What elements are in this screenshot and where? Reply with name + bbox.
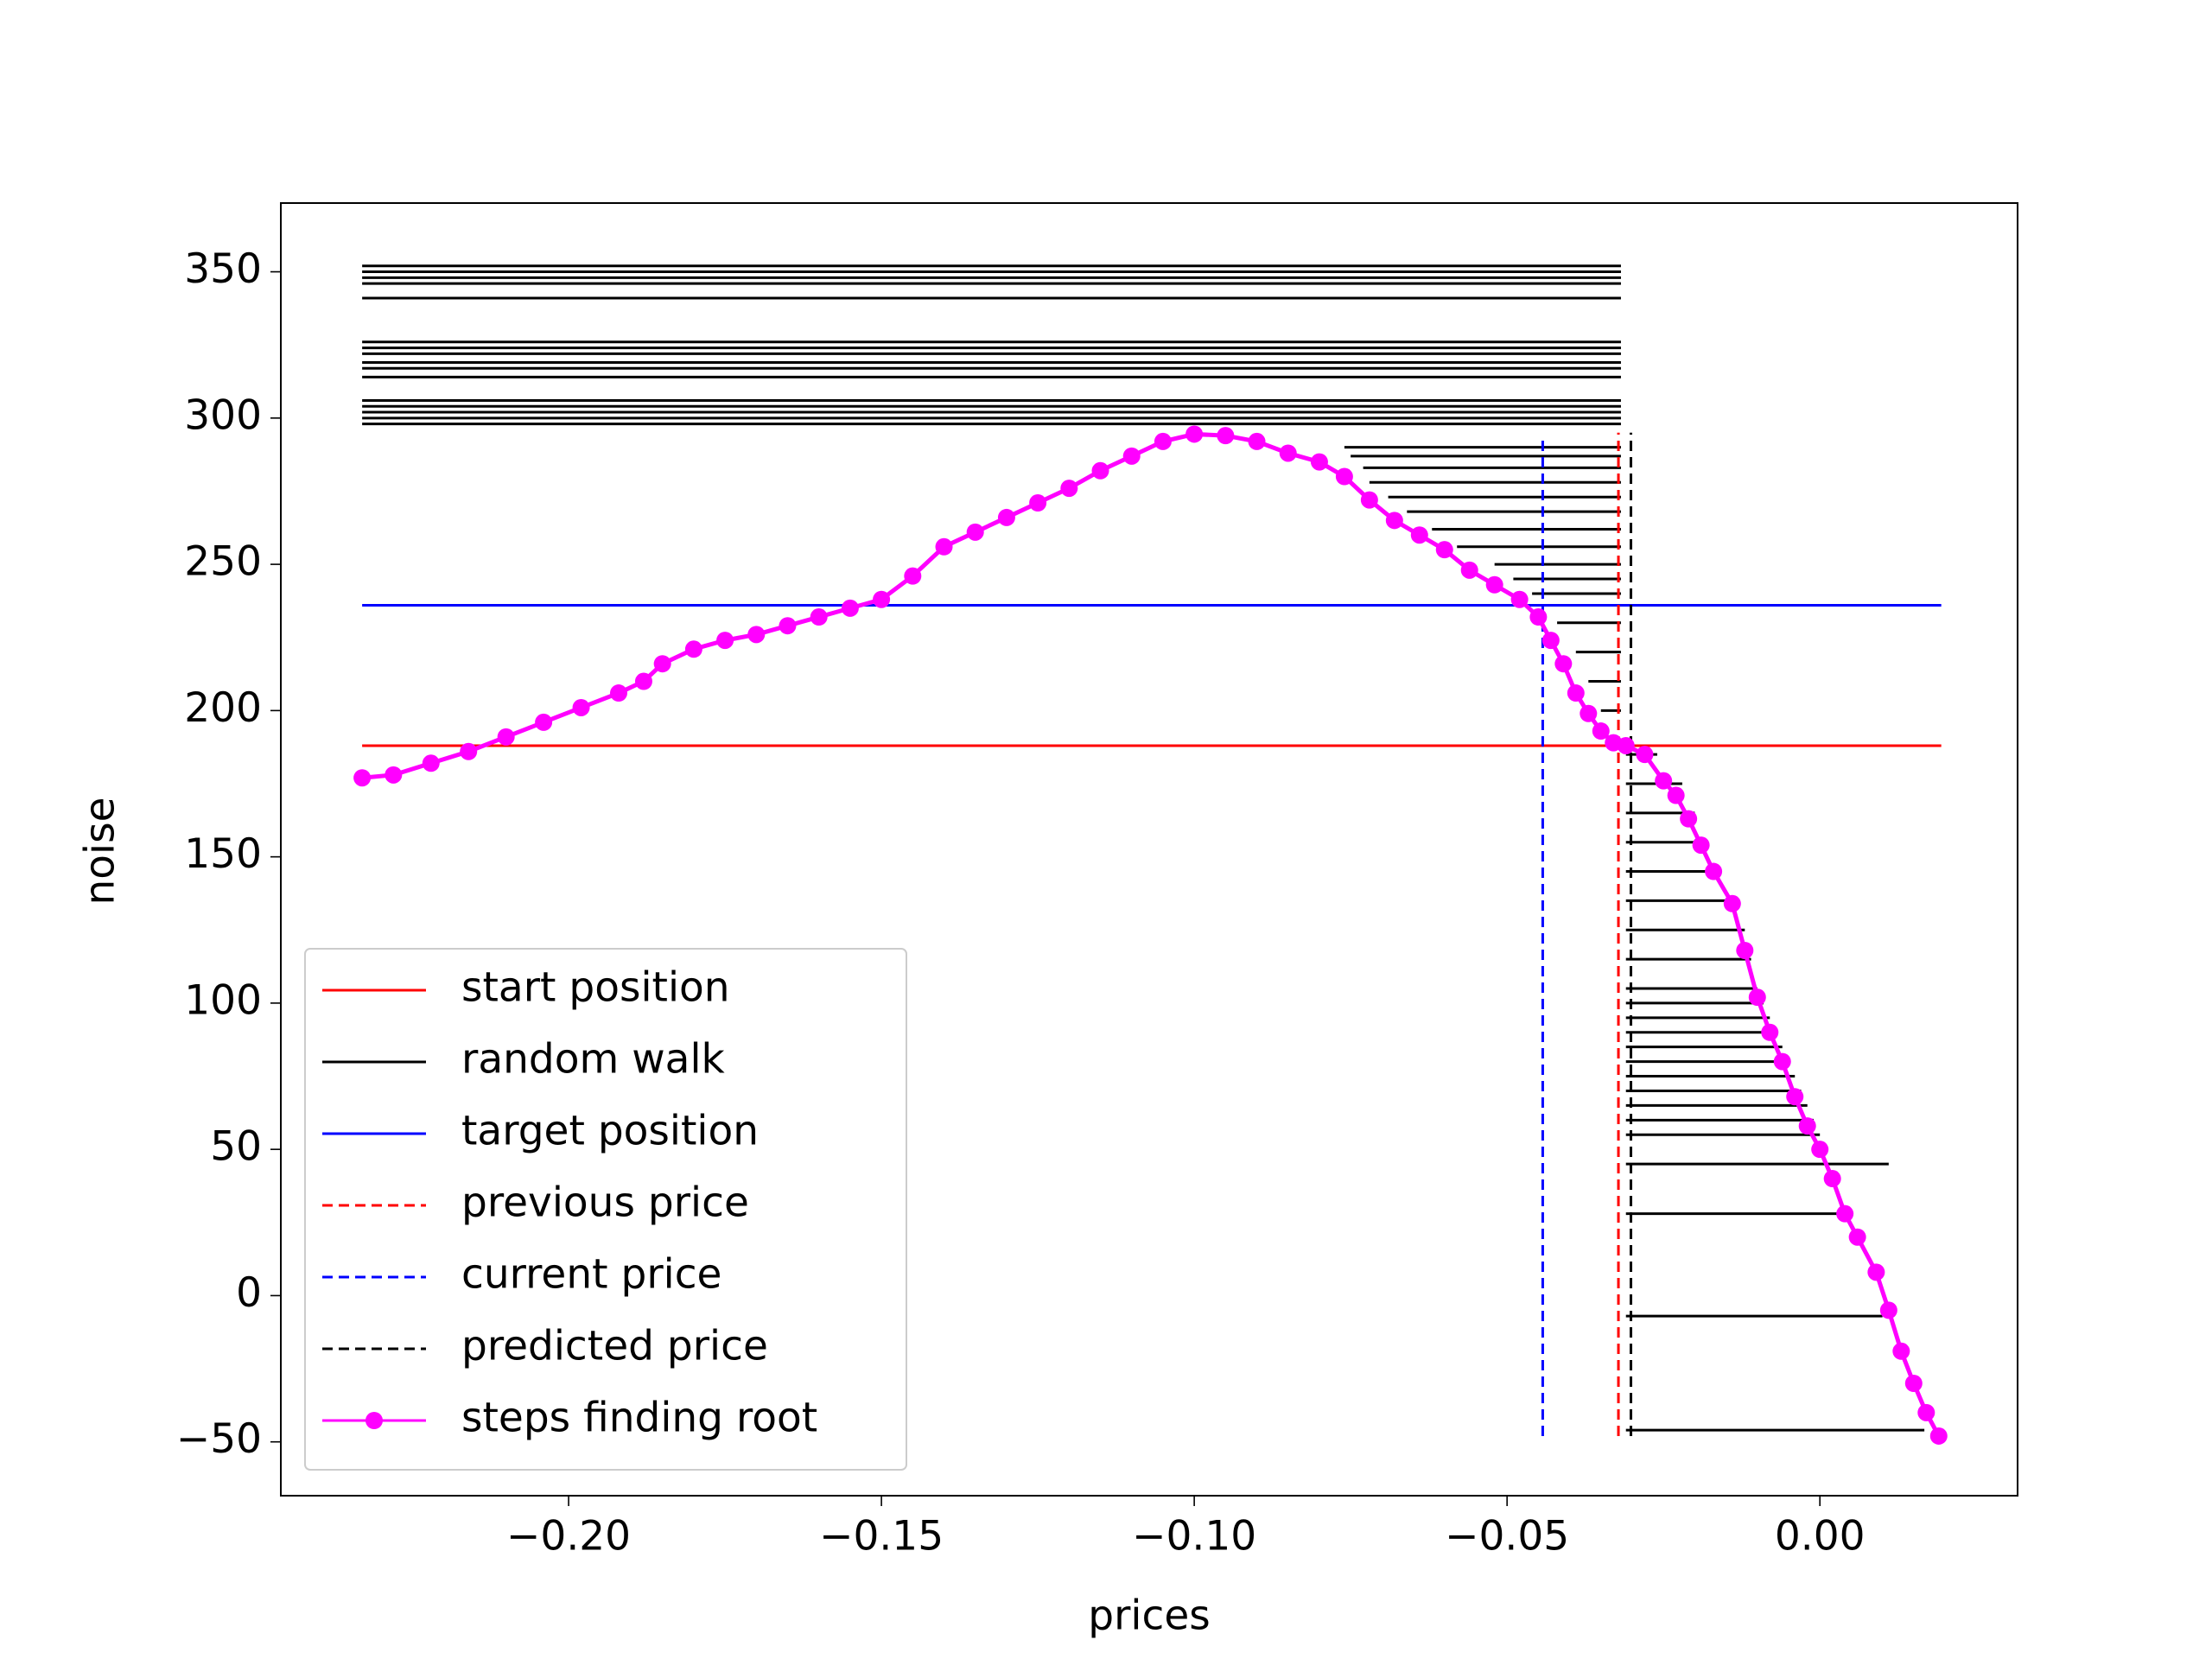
- step-marker: [1435, 541, 1453, 559]
- y-tick-label: 200: [184, 684, 262, 732]
- step-marker: [779, 617, 797, 635]
- step-marker: [1335, 467, 1353, 486]
- step-marker: [904, 567, 922, 585]
- step-marker: [1917, 1403, 1936, 1421]
- step-marker: [572, 698, 590, 716]
- step-marker: [1736, 941, 1754, 959]
- step-marker: [1248, 432, 1266, 450]
- y-tick-label: 150: [184, 830, 262, 878]
- step-marker: [1410, 526, 1428, 544]
- step-marker: [535, 713, 553, 731]
- x-tick-label: −0.05: [1445, 1513, 1569, 1560]
- y-axis-label: noise: [77, 797, 124, 905]
- legend-label: previous price: [461, 1179, 749, 1227]
- legend-box: [304, 948, 907, 1471]
- plot-area: [353, 264, 1948, 1445]
- legend-label: random walk: [461, 1036, 726, 1084]
- step-marker: [684, 640, 702, 658]
- step-marker: [1279, 444, 1297, 462]
- step-marker: [1154, 432, 1172, 450]
- step-marker: [653, 655, 671, 673]
- step-marker: [1541, 632, 1560, 650]
- step-marker: [935, 537, 953, 556]
- step-marker: [1786, 1088, 1804, 1106]
- y-tick-label: 250: [184, 538, 262, 586]
- step-marker: [1060, 480, 1078, 498]
- step-marker: [1122, 447, 1141, 465]
- legend-marker: [365, 1412, 383, 1429]
- step-marker: [1892, 1342, 1910, 1360]
- step-marker: [1360, 491, 1378, 509]
- series-line: [361, 431, 1941, 1438]
- step-marker: [1592, 722, 1610, 741]
- step-marker: [1692, 836, 1710, 855]
- step-marker: [966, 523, 984, 541]
- step-marker: [747, 626, 766, 644]
- x-tick-label: −0.15: [819, 1513, 944, 1560]
- step-marker: [634, 672, 652, 690]
- step-marker: [1510, 590, 1529, 608]
- step-marker: [1567, 684, 1585, 702]
- step-marker: [1836, 1205, 1854, 1223]
- step-marker: [1904, 1375, 1923, 1393]
- step-marker: [1485, 575, 1503, 594]
- step-marker: [1029, 494, 1047, 512]
- step-marker: [353, 769, 372, 787]
- y-tick-label: −50: [176, 1415, 262, 1463]
- step-marker: [1798, 1117, 1816, 1135]
- step-marker: [1217, 427, 1235, 445]
- step-marker: [810, 608, 828, 626]
- step-marker: [609, 684, 627, 702]
- step-marker: [1811, 1141, 1829, 1159]
- step-marker: [1580, 704, 1598, 722]
- x-axis-label: prices: [1088, 1592, 1210, 1640]
- step-marker: [1460, 561, 1478, 579]
- x-tick-label: −0.10: [1132, 1513, 1256, 1560]
- step-marker: [1667, 786, 1685, 804]
- y-tick-label: 0: [236, 1269, 262, 1317]
- step-marker: [1529, 608, 1548, 626]
- step-marker: [1680, 810, 1698, 828]
- step-marker: [1655, 772, 1673, 790]
- step-marker: [460, 742, 478, 760]
- legend-label: start position: [461, 964, 730, 1012]
- step-marker: [1823, 1170, 1841, 1188]
- step-marker: [1705, 862, 1723, 880]
- y-tick-label: 50: [210, 1123, 262, 1171]
- step-marker: [385, 766, 403, 784]
- step-marker: [1867, 1263, 1885, 1281]
- step-marker: [1879, 1301, 1897, 1319]
- legend-label: current price: [461, 1251, 721, 1299]
- step-marker: [997, 508, 1015, 526]
- step-marker: [1848, 1228, 1866, 1246]
- step-marker: [497, 728, 515, 746]
- step-marker: [1748, 988, 1766, 1007]
- legend-label: predicted price: [461, 1323, 768, 1370]
- legend-label: steps finding root: [461, 1395, 817, 1442]
- step-marker: [1554, 655, 1573, 673]
- step-marker: [1929, 1427, 1948, 1445]
- step-marker: [716, 632, 734, 650]
- axes-frame: [280, 202, 2018, 1497]
- step-marker: [1310, 453, 1328, 471]
- step-marker: [1773, 1052, 1791, 1071]
- step-marker: [422, 754, 440, 772]
- step-marker: [1091, 461, 1109, 480]
- x-tick-label: −0.20: [506, 1513, 631, 1560]
- step-marker: [1385, 512, 1403, 530]
- step-marker: [1617, 736, 1635, 754]
- x-tick-label: 0.00: [1775, 1513, 1866, 1560]
- step-marker: [841, 599, 859, 617]
- legend-label: target position: [461, 1108, 759, 1155]
- step-marker: [1761, 1023, 1779, 1041]
- y-tick-label: 100: [184, 976, 262, 1024]
- step-marker: [1636, 746, 1654, 764]
- y-tick-label: 350: [184, 245, 262, 293]
- step-marker: [1723, 894, 1741, 912]
- step-marker: [1185, 425, 1204, 443]
- step-marker: [873, 590, 891, 608]
- y-tick-label: 300: [184, 391, 262, 439]
